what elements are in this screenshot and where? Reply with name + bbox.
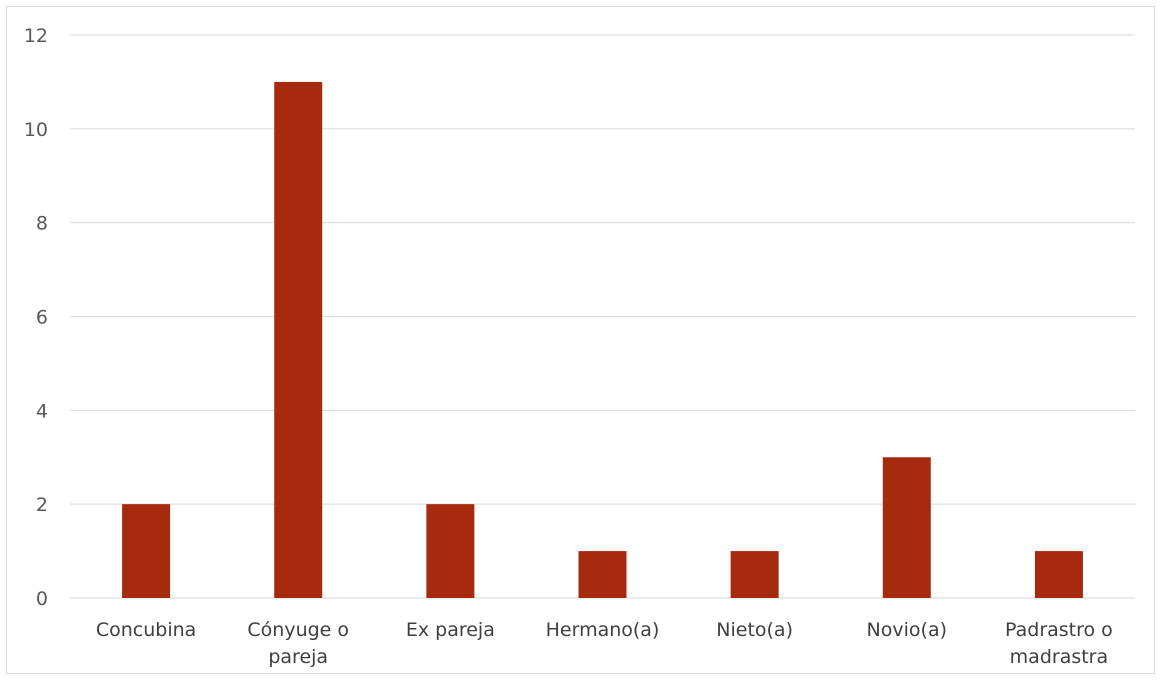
x-category-label-line: pareja [268, 646, 328, 668]
x-category-label-line: Ex pareja [406, 619, 495, 641]
x-category-label-line: madrastra [1010, 646, 1108, 668]
x-category-label-line: Padrastro o [1005, 619, 1113, 641]
y-tick-label: 0 [36, 588, 48, 610]
x-category-label: Hermano(a) [546, 619, 660, 641]
bar [274, 81, 323, 598]
x-axis: Concubina Cónyuge o pareja Ex pareja Hermano… [96, 619, 1113, 668]
x-category-label: Novio(a) [867, 619, 947, 641]
gridlines [70, 34, 1135, 599]
bar [426, 504, 475, 598]
x-category-label: Concubina [96, 619, 196, 641]
bar [882, 457, 931, 598]
y-tick-label: 8 [36, 213, 48, 235]
x-category-label: Ex pareja [406, 619, 495, 641]
x-category-label: Nieto(a) [716, 619, 793, 641]
y-tick-label: 6 [36, 307, 48, 329]
y-tick-label: 12 [24, 25, 48, 47]
bar [1034, 551, 1083, 598]
x-category-label-line: Cónyuge o [247, 619, 349, 641]
y-axis: 0 2 4 6 8 10 12 [24, 25, 48, 610]
x-category-label-line: Concubina [96, 619, 196, 641]
x-category-label-line: Hermano(a) [546, 619, 660, 641]
bars [122, 81, 1083, 598]
bar [578, 551, 627, 598]
x-category-label-line: Nieto(a) [716, 619, 793, 641]
x-category-label: Padrastro o madrastra [1005, 619, 1113, 668]
x-category-label-line: Novio(a) [867, 619, 947, 641]
bar [122, 504, 171, 598]
y-tick-label: 2 [36, 494, 48, 516]
bar [730, 551, 779, 598]
y-tick-label: 10 [24, 119, 48, 141]
y-tick-label: 4 [36, 400, 48, 422]
x-category-label: Cónyuge o pareja [247, 619, 349, 668]
